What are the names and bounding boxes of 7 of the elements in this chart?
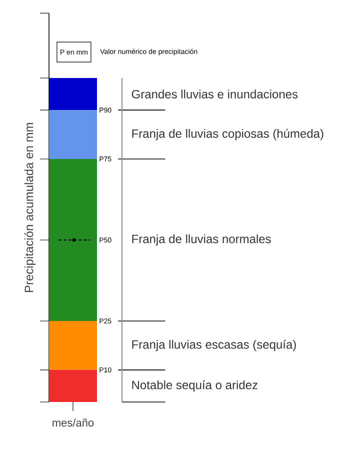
text: Franja de lluvias normales bbox=[132, 234, 271, 246]
text: Franja lluvias escasas (sequía) bbox=[132, 340, 296, 352]
y-axis-title: Precipitación acumulada en mm bbox=[24, 123, 36, 292]
x-tick-label: mes/año bbox=[52, 418, 94, 427]
text: Franja de lluvias copiosas (húmeda) bbox=[132, 128, 324, 140]
text: Notable sequía o aridez bbox=[132, 380, 258, 392]
text: Grandes lluvias e inundaciones bbox=[132, 90, 298, 98]
